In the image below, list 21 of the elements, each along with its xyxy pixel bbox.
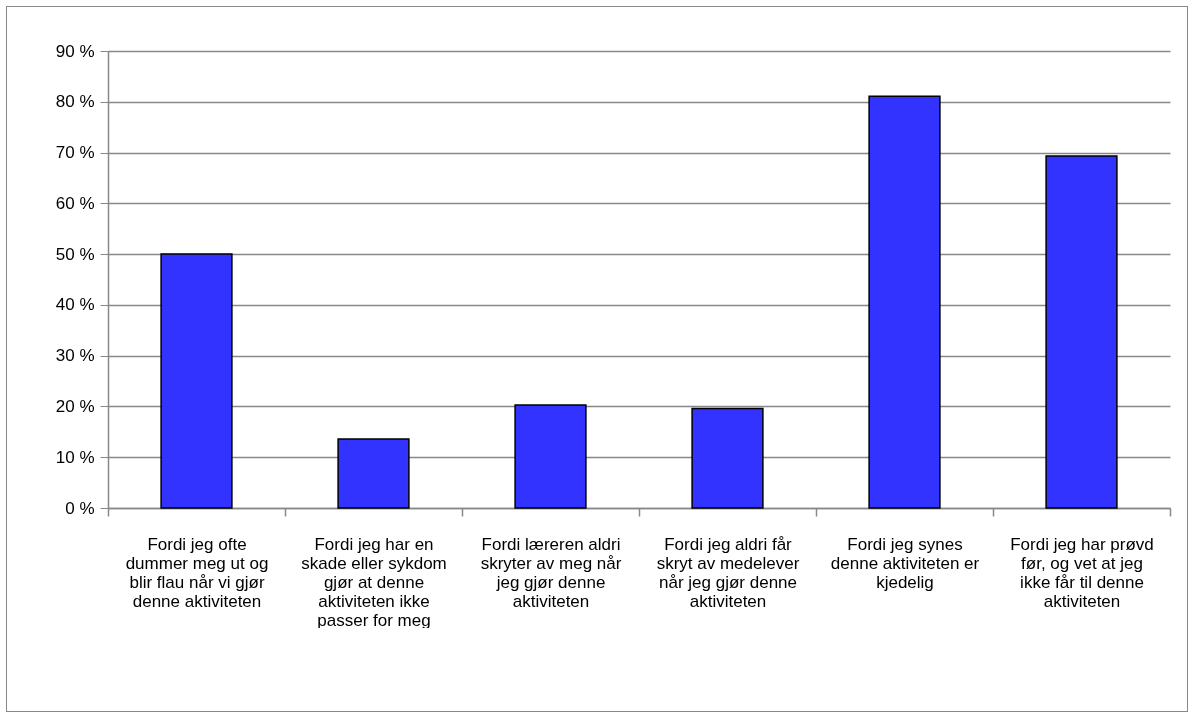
y-tick-label: 70 % (55, 143, 95, 163)
x-tick-label: Fordi jeg aldri får skryt av medelever når jeg gjør denne aktiviteten (656, 534, 800, 611)
y-tick-label: 50 % (55, 244, 95, 264)
x-tick-label: Fordi jeg ofte dummer meg ut og blir flau når vi gjør denne aktiviteten (125, 534, 269, 611)
y-tick-label: 80 % (55, 92, 95, 112)
x-tick-label: Fordi læreren aldri skryter av meg når jeg gjør denne aktiviteten (480, 534, 622, 611)
y-tick-label: 20 % (55, 396, 95, 416)
y-tick-label: 0 % (65, 498, 95, 518)
bar (868, 95, 941, 509)
y-tick-label: 60 % (55, 193, 95, 213)
bar (337, 438, 410, 509)
y-tick-label: 30 % (55, 346, 95, 366)
y-tick-label: 40 % (55, 295, 95, 315)
bar (514, 404, 587, 509)
bar (691, 407, 764, 509)
bar (160, 253, 233, 509)
x-tick-label: Fordi jeg synes denne aktiviteten er kjedelig (830, 534, 980, 592)
bar (1045, 155, 1118, 509)
x-tick-label: Fordi jeg har prøvd før, og vet at jeg ikke får til denne aktiviteten (1010, 534, 1154, 611)
y-tick-label: 90 % (55, 41, 95, 61)
y-tick-label: 10 % (55, 447, 95, 467)
